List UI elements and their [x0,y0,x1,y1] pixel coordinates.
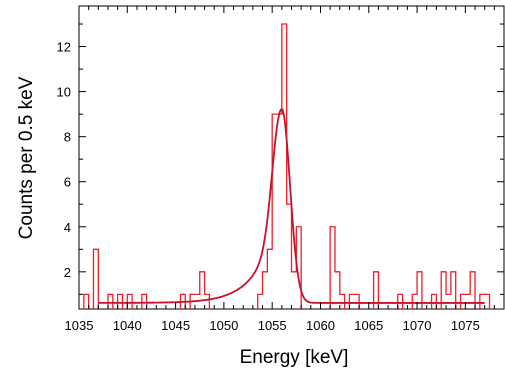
x-tick-label: 1050 [209,318,238,333]
y-tick-label: 10 [57,85,71,100]
histogram-run [479,293,491,309]
histogram-run [411,271,423,309]
histogram-run [107,293,114,309]
histogram-run [459,271,476,309]
x-tick-label: 1060 [306,318,335,333]
y-tick-label: 2 [64,265,71,280]
histogram-run [141,293,148,309]
x-tick-label: 1070 [403,318,432,333]
x-tick-label: 1065 [354,318,383,333]
axis-ticks: 1035 1040 1045 1050 1055 1060 1065 1070 1075 2 4 6 8… [57,6,505,333]
y-tick-label: 12 [57,40,71,55]
histogram-run [83,293,90,309]
histogram-run [92,248,99,309]
histogram-run [397,293,404,309]
x-tick-label: 1075 [451,318,480,333]
x-tick-label: 1045 [161,318,190,333]
histogram-series [83,23,491,309]
x-tick-label: 1035 [65,318,94,333]
histogram-run [126,293,133,309]
x-tick-label: 1055 [258,318,287,333]
histogram-run [440,271,457,309]
histogram-run [348,293,360,309]
histogram-run [329,226,346,309]
histogram-run [257,23,302,309]
y-axis-title: Counts per 0.5 keV [16,76,37,239]
x-axis-title: Energy [keV] [240,347,349,368]
histogram-run [189,271,211,309]
fit-curve [98,108,485,304]
histogram-run [116,293,124,309]
x-tick-label: 1040 [113,318,142,333]
y-tick-label: 8 [64,130,71,145]
histogram-run [372,271,380,309]
histogram-run [430,293,438,309]
y-tick-label: 4 [64,220,71,235]
y-tick-label: 6 [64,175,71,190]
fit-series [98,108,485,304]
